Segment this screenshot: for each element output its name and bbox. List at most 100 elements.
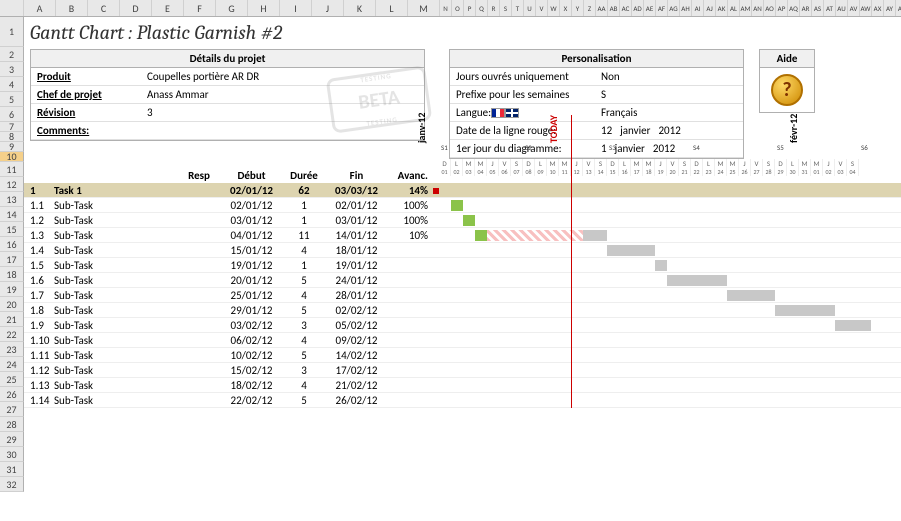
task-row[interactable]: 1.12 Sub-Task 15/02/12 3 17/02/12 [24, 363, 901, 378]
row-header[interactable]: 24 [0, 357, 24, 372]
col-header[interactable]: W [548, 0, 560, 16]
row-header[interactable]: 20 [0, 297, 24, 312]
col-header[interactable]: AQ [788, 0, 800, 16]
row-header[interactable]: 29 [0, 432, 24, 447]
col-header[interactable]: AC [620, 0, 632, 16]
col-header[interactable]: R [488, 0, 500, 16]
col-header[interactable]: AZ [896, 0, 901, 16]
bar-done [475, 230, 487, 241]
task-row[interactable]: 1.4 Sub-Task 15/01/12 4 18/01/12 [24, 243, 901, 258]
perso-row[interactable]: Prefixe pour les semainesS [450, 86, 743, 104]
col-header[interactable]: Y [572, 0, 584, 16]
row-header[interactable]: 17 [0, 252, 24, 267]
task-row[interactable]: 1.9 Sub-Task 03/02/12 3 05/02/12 [24, 318, 901, 333]
col-header[interactable]: AU [836, 0, 848, 16]
col-header[interactable]: AH [680, 0, 692, 16]
row-header[interactable]: 13 [0, 192, 24, 207]
col-header[interactable]: AO [764, 0, 776, 16]
col-header[interactable]: M [408, 0, 440, 16]
row-header[interactable]: 11 [0, 162, 24, 177]
col-header[interactable]: AD [632, 0, 644, 16]
col-header[interactable]: AA [596, 0, 608, 16]
col-header[interactable]: AR [800, 0, 812, 16]
row-header[interactable]: 28 [0, 417, 24, 432]
row-header[interactable]: 4 [0, 77, 24, 92]
col-header[interactable]: A [24, 0, 56, 16]
col-header[interactable]: AV [848, 0, 860, 16]
task-row[interactable]: 1.13 Sub-Task 18/02/12 4 21/02/12 [24, 378, 901, 393]
col-header[interactable]: AJ [704, 0, 716, 16]
col-header[interactable]: AS [812, 0, 824, 16]
col-header[interactable]: I [280, 0, 312, 16]
task-row[interactable]: 1.1 Sub-Task 02/01/12 1 02/01/12 100% [24, 198, 901, 213]
col-header[interactable]: K [344, 0, 376, 16]
col-header[interactable]: B [56, 0, 88, 16]
col-header[interactable]: J [312, 0, 344, 16]
col-header[interactable]: O [452, 0, 464, 16]
col-header[interactable]: H [248, 0, 280, 16]
task-row[interactable]: 1.14 Sub-Task 22/02/12 5 26/02/12 [24, 393, 901, 408]
task-row[interactable]: 1 Task 1 02/01/12 62 03/03/12 14% [24, 183, 901, 198]
col-header[interactable]: T [512, 0, 524, 16]
col-header[interactable]: AF [656, 0, 668, 16]
col-header[interactable]: AT [824, 0, 836, 16]
task-row[interactable]: 1.10 Sub-Task 06/02/12 4 09/02/12 [24, 333, 901, 348]
row-header[interactable]: 21 [0, 312, 24, 327]
task-row[interactable]: 1.6 Sub-Task 20/01/12 5 24/01/12 [24, 273, 901, 288]
row-header[interactable]: 15 [0, 222, 24, 237]
col-header[interactable]: AW [860, 0, 872, 16]
col-header[interactable]: Z [584, 0, 596, 16]
row-header[interactable]: 19 [0, 282, 24, 297]
task-row[interactable]: 1.2 Sub-Task 03/01/12 1 03/01/12 100% [24, 213, 901, 228]
help-icon[interactable]: ? [771, 74, 803, 106]
col-header[interactable]: N [440, 0, 452, 16]
col-header[interactable]: U [524, 0, 536, 16]
row-header[interactable]: 1 [0, 17, 24, 47]
col-header[interactable]: AL [728, 0, 740, 16]
row-header[interactable]: 30 [0, 447, 24, 462]
row-header[interactable]: 10 [0, 152, 24, 162]
row-header[interactable]: 16 [0, 237, 24, 252]
col-header[interactable]: AK [716, 0, 728, 16]
task-row[interactable]: 1.11 Sub-Task 10/02/12 5 14/02/12 [24, 348, 901, 363]
task-row[interactable]: 1.5 Sub-Task 19/01/12 1 19/01/12 [24, 258, 901, 273]
task-row[interactable]: 1.3 Sub-Task 04/01/12 11 14/01/12 10% [24, 228, 901, 243]
col-header[interactable]: AB [608, 0, 620, 16]
col-header[interactable]: C [88, 0, 120, 16]
row-header[interactable]: 22 [0, 327, 24, 342]
perso-row[interactable]: Jours ouvrés uniquementNon [450, 68, 743, 86]
row-header[interactable]: 12 [0, 177, 24, 192]
col-header[interactable]: V [536, 0, 548, 16]
row-header[interactable]: 2 [0, 47, 24, 62]
row-header[interactable]: 32 [0, 477, 24, 492]
col-header[interactable]: AY [884, 0, 896, 16]
task-row[interactable]: 1.7 Sub-Task 25/01/12 4 28/01/12 [24, 288, 901, 303]
row-header[interactable]: 14 [0, 207, 24, 222]
row-header[interactable]: 5 [0, 92, 24, 107]
col-header[interactable]: E [152, 0, 184, 16]
col-header[interactable]: AM [740, 0, 752, 16]
row-header[interactable]: 25 [0, 372, 24, 387]
col-header[interactable]: AI [692, 0, 704, 16]
col-header[interactable]: G [216, 0, 248, 16]
col-header[interactable]: AE [644, 0, 656, 16]
col-header[interactable]: P [464, 0, 476, 16]
col-header[interactable]: L [376, 0, 408, 16]
row-header[interactable]: 27 [0, 402, 24, 417]
col-header[interactable]: AX [872, 0, 884, 16]
col-header[interactable]: F [184, 0, 216, 16]
task-row[interactable]: 1.8 Sub-Task 29/01/12 5 02/02/12 [24, 303, 901, 318]
col-header[interactable]: Q [476, 0, 488, 16]
col-header[interactable]: X [560, 0, 572, 16]
row-header[interactable]: 26 [0, 387, 24, 402]
col-header[interactable]: S [500, 0, 512, 16]
row-header[interactable]: 23 [0, 342, 24, 357]
col-header[interactable]: D [120, 0, 152, 16]
col-header[interactable]: AN [752, 0, 764, 16]
col-header[interactable]: AP [776, 0, 788, 16]
col-header[interactable]: AG [668, 0, 680, 16]
row-header[interactable]: 18 [0, 267, 24, 282]
row-headers: 1234567891011121314151617181920212223242… [0, 17, 24, 492]
row-header[interactable]: 31 [0, 462, 24, 477]
row-header[interactable]: 3 [0, 62, 24, 77]
